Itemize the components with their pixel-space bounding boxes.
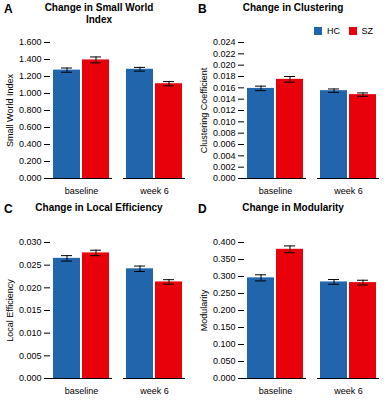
svg-text:0.025: 0.025 xyxy=(19,260,42,270)
svg-text:Clustering Coefficient: Clustering Coefficient xyxy=(199,67,209,153)
svg-text:Small World Index: Small World Index xyxy=(5,74,15,147)
svg-text:baseline: baseline xyxy=(259,186,293,196)
svg-text:0.008: 0.008 xyxy=(213,128,236,138)
svg-text:week 6: week 6 xyxy=(333,386,363,396)
svg-text:0.018: 0.018 xyxy=(213,71,236,81)
html-text:A: A xyxy=(4,2,13,16)
svg-text:week 6: week 6 xyxy=(139,186,169,196)
html-text:B: B xyxy=(198,2,207,16)
svg-text:1.600: 1.600 xyxy=(19,37,42,47)
svg-text:0.012: 0.012 xyxy=(213,105,236,115)
svg-text:0.200: 0.200 xyxy=(19,156,42,166)
html-text:Change in Clustering: Change in Clustering xyxy=(242,2,344,13)
svg-text:0.022: 0.022 xyxy=(213,49,236,59)
svg-text:0.400: 0.400 xyxy=(19,139,42,149)
svg-text:0.350: 0.350 xyxy=(213,254,236,264)
svg-text:0.024: 0.024 xyxy=(213,37,236,47)
svg-text:1.200: 1.200 xyxy=(19,71,42,81)
html-text:SZ: SZ xyxy=(361,25,373,36)
svg-text:0.000: 0.000 xyxy=(19,373,42,383)
svg-text:0.030: 0.030 xyxy=(19,237,42,247)
html-text:C: C xyxy=(4,202,13,216)
svg-text:0.020: 0.020 xyxy=(213,60,236,70)
svg-text:0.002: 0.002 xyxy=(213,162,236,172)
html-text:Change in Local Efficiency: Change in Local Efficiency xyxy=(35,202,163,213)
svg-text:0.100: 0.100 xyxy=(213,339,236,349)
svg-text:0.000: 0.000 xyxy=(19,173,42,183)
svg-text:0.000: 0.000 xyxy=(213,373,236,383)
svg-text:baseline: baseline xyxy=(259,386,293,396)
svg-text:0.050: 0.050 xyxy=(213,356,236,366)
svg-text:0.300: 0.300 xyxy=(213,271,236,281)
svg-text:0.010: 0.010 xyxy=(213,117,236,127)
html-text:Change in Modularity: Change in Modularity xyxy=(242,202,344,213)
svg-text:Local Efficiency: Local Efficiency xyxy=(5,279,15,342)
svg-text:0.014: 0.014 xyxy=(213,94,236,104)
svg-text:0.400: 0.400 xyxy=(213,237,236,247)
svg-text:0.000: 0.000 xyxy=(213,173,236,183)
svg-text:week 6: week 6 xyxy=(139,386,169,396)
svg-text:1.400: 1.400 xyxy=(19,54,42,64)
svg-text:0.020: 0.020 xyxy=(19,283,42,293)
svg-text:0.250: 0.250 xyxy=(213,288,236,298)
html-text:D: D xyxy=(198,202,207,216)
svg-text:0.016: 0.016 xyxy=(213,83,236,93)
svg-text:baseline: baseline xyxy=(65,186,99,196)
svg-text:week 6: week 6 xyxy=(333,186,363,196)
svg-text:0.006: 0.006 xyxy=(213,139,236,149)
svg-text:0.800: 0.800 xyxy=(19,105,42,115)
svg-text:0.600: 0.600 xyxy=(19,122,42,132)
html-text:HC: HC xyxy=(327,25,340,36)
svg-text:0.200: 0.200 xyxy=(213,305,236,315)
svg-text:0.005: 0.005 xyxy=(19,351,42,361)
svg-text:1.000: 1.000 xyxy=(19,88,42,98)
svg-text:0.004: 0.004 xyxy=(213,151,236,161)
svg-text:0.150: 0.150 xyxy=(213,322,236,332)
svg-text:0.010: 0.010 xyxy=(19,328,42,338)
html-text:Change in Small World Index: Change in Small World Index xyxy=(44,2,154,25)
svg-text:baseline: baseline xyxy=(65,386,99,396)
svg-text:Modularity: Modularity xyxy=(199,289,209,331)
svg-text:0.015: 0.015 xyxy=(19,305,42,315)
